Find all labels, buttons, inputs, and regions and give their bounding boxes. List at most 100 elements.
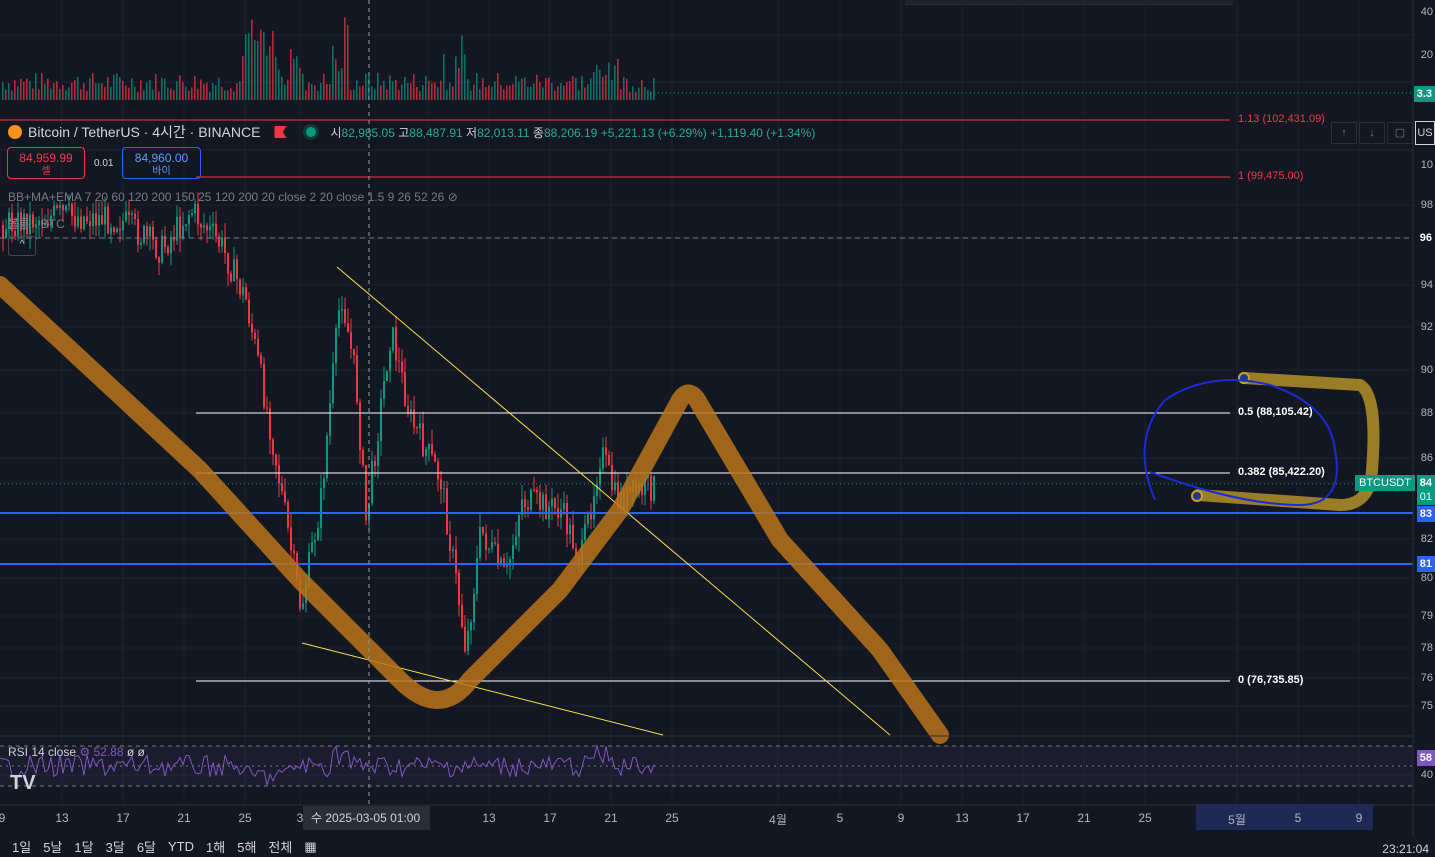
buy-button[interactable]: 84,960.00 바이: [122, 147, 201, 179]
arrow-up-icon[interactable]: ↑: [1331, 122, 1357, 144]
volume-bar: [95, 83, 97, 100]
volume-bar: [584, 87, 586, 100]
candle-body: [515, 536, 517, 546]
currency-button[interactable]: US: [1415, 121, 1435, 145]
volume-bar: [23, 82, 25, 100]
volume-bar: [371, 86, 373, 100]
price-axis-label: 75: [1420, 700, 1433, 712]
range-6m[interactable]: 6달: [136, 840, 157, 855]
candle-body: [29, 214, 31, 235]
volume-bar: [494, 81, 496, 100]
candle-body: [341, 309, 343, 311]
volume-bar: [269, 46, 271, 100]
top-panel-edge: [905, 0, 1233, 5]
range-5y[interactable]: 5해: [237, 840, 257, 855]
fib-label-1: 1 (99,475.00): [1238, 170, 1304, 182]
rsi-legend[interactable]: RSI 14 close ⚙ 52.88 ø ø: [8, 745, 145, 759]
candle-body: [14, 230, 16, 237]
candle-body: [284, 491, 286, 503]
candle-body: [380, 398, 382, 442]
candle-body: [152, 226, 154, 240]
candle-body: [179, 216, 181, 238]
eye-off-icon[interactable]: ⊘: [447, 190, 458, 204]
candle-body: [269, 408, 271, 440]
time-axis-label: 13: [482, 811, 496, 825]
range-1y[interactable]: 1해: [206, 840, 226, 855]
candle-body: [314, 540, 316, 543]
brush-handle-end[interactable]: [1191, 490, 1203, 502]
support-2-tag: 81: [1416, 556, 1435, 572]
volume-bar: [569, 81, 571, 100]
volume-bar: [653, 77, 655, 100]
candle-body: [404, 372, 406, 406]
volume-bar: [119, 77, 121, 100]
arrow-down-icon[interactable]: ↓: [1359, 122, 1385, 144]
candle-body: [272, 439, 274, 455]
volume-bar: [197, 88, 199, 100]
tradingview-logo[interactable]: TV: [10, 772, 36, 794]
candle-body: [197, 203, 199, 225]
candle-body: [440, 479, 442, 490]
volume-bar: [530, 86, 532, 100]
volume-bar: [17, 86, 19, 100]
volume-bar: [272, 31, 274, 101]
volume-bar: [458, 67, 460, 100]
volume-bar: [26, 78, 28, 100]
volume-bar: [554, 90, 556, 100]
candle-body: [461, 604, 463, 627]
range-1d[interactable]: 1일: [12, 840, 32, 855]
candle-body: [494, 542, 496, 544]
volume-bar: [641, 79, 643, 100]
candle-body: [551, 498, 553, 507]
candle-body: [158, 257, 160, 263]
volume-bar: [446, 90, 448, 100]
range-all[interactable]: 전체: [268, 840, 293, 855]
indicator-legend[interactable]: BB+MA+EMA 7 20 60 120 200 150 25 120 200…: [8, 190, 458, 204]
volume-bar: [491, 86, 493, 100]
candle-body: [533, 489, 535, 491]
collapse-legend-button[interactable]: ^: [8, 236, 36, 256]
volume-bar: [374, 89, 376, 100]
candle-body: [644, 477, 646, 495]
candle-body: [155, 239, 157, 258]
calendar-icon[interactable]: ▦: [304, 838, 317, 854]
candle-body: [263, 363, 265, 408]
candle-body: [86, 216, 88, 222]
volume-bar: [92, 72, 94, 100]
volume-bar: [32, 88, 34, 100]
volume-bar: [140, 80, 142, 100]
candle-body: [434, 454, 436, 462]
candle-body: [59, 205, 61, 208]
candle-body: [455, 549, 457, 573]
restore-icon[interactable]: ▢: [1387, 122, 1413, 144]
price-axis-label: 78: [1420, 642, 1433, 654]
range-5d[interactable]: 5날: [43, 840, 63, 855]
volume-bar: [293, 58, 295, 100]
candle-body: [401, 361, 403, 373]
time-axis-label: 9: [1355, 811, 1363, 825]
volume-bar: [380, 85, 382, 100]
symbol-title[interactable]: Bitcoin / TetherUS · 4시간 · BINANCE: [28, 124, 261, 140]
fib-label-0: 0 (76,735.85): [1238, 674, 1304, 686]
volume-bar: [176, 81, 178, 100]
volume-bar: [599, 69, 601, 100]
candle-body: [392, 327, 394, 351]
candle-body: [302, 603, 304, 609]
flag-icon[interactable]: [274, 126, 287, 138]
volume-bar: [206, 82, 208, 100]
candle-body: [17, 212, 19, 237]
sell-button[interactable]: 84,959.99 셀: [7, 147, 85, 179]
candle-body: [206, 225, 208, 231]
range-ytd[interactable]: YTD: [168, 839, 195, 854]
range-1m[interactable]: 1달: [74, 840, 94, 855]
volume-legend[interactable]: 볼륨 · BTC: [8, 217, 65, 231]
volume-bar: [404, 76, 406, 100]
volume-bar: [560, 82, 562, 100]
volume-bar: [131, 78, 133, 100]
freehand-circle: [1143, 379, 1338, 507]
volume-bar: [605, 74, 607, 100]
volume-bar: [221, 86, 223, 100]
range-3m[interactable]: 3달: [105, 840, 125, 855]
highlight-brush-shape: [1192, 372, 1380, 512]
